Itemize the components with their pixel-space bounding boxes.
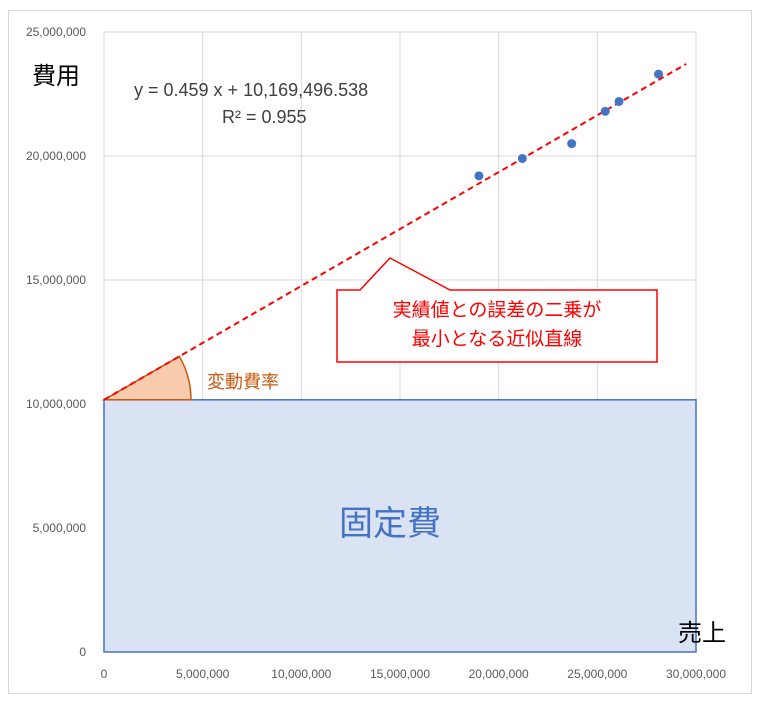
x-tick-label: 30,000,000 — [666, 667, 726, 681]
x-tick-label: 5,000,000 — [176, 667, 230, 681]
fixed-cost-area — [103, 399, 697, 653]
callout: 実績値との誤差の二乗が 最小となる近似直線 — [336, 257, 658, 363]
x-tick-label: 0 — [101, 667, 108, 681]
variable-cost-rate-label: 変動費率 — [207, 372, 279, 393]
angle-wedge — [101, 355, 192, 401]
y-axis-title: 費用 — [32, 62, 80, 90]
x-tick-label: 15,000,000 — [370, 667, 430, 681]
y-tick-label: 15,000,000 — [26, 273, 86, 287]
y-tick-label: 10,000,000 — [26, 397, 86, 411]
fixed-cost-rect — [103, 399, 697, 653]
y-tick-label: 0 — [79, 645, 86, 659]
data-point — [474, 171, 484, 181]
trendline-equation: y = 0.459 x + 10,169,496.538 — [134, 80, 368, 100]
fixed-cost-label: 固定費 — [339, 504, 441, 544]
data-point — [600, 106, 610, 116]
variable-cost-angle — [101, 355, 192, 401]
y-tick-label: 5,000,000 — [33, 521, 87, 535]
x-tick-label: 10,000,000 — [271, 667, 331, 681]
data-point — [654, 69, 664, 79]
y-tick-labels: 0 5,000,000 10,000,000 15,000,000 20,000,000… — [26, 25, 86, 659]
trendline-group — [103, 63, 687, 401]
r-squared-label: R² = 0.955 — [222, 107, 307, 127]
trendline — [103, 63, 687, 401]
y-tick-label: 20,000,000 — [26, 149, 86, 163]
x-tick-labels: 0 5,000,000 10,000,000 15,000,000 20,000,000… — [101, 667, 727, 681]
y-tick-label: 25,000,000 — [26, 25, 86, 39]
data-point — [614, 96, 624, 106]
callout-line-2: 最小となる近似直線 — [412, 328, 582, 350]
callout-line-1: 実績値との誤差の二乗が — [393, 299, 602, 321]
x-tick-label: 25,000,000 — [567, 667, 627, 681]
x-axis-title: 売上 — [678, 619, 726, 647]
data-points — [474, 69, 664, 181]
callout-box — [336, 257, 658, 363]
data-point — [567, 139, 577, 149]
data-point — [517, 153, 527, 163]
x-tick-label: 20,000,000 — [469, 667, 529, 681]
